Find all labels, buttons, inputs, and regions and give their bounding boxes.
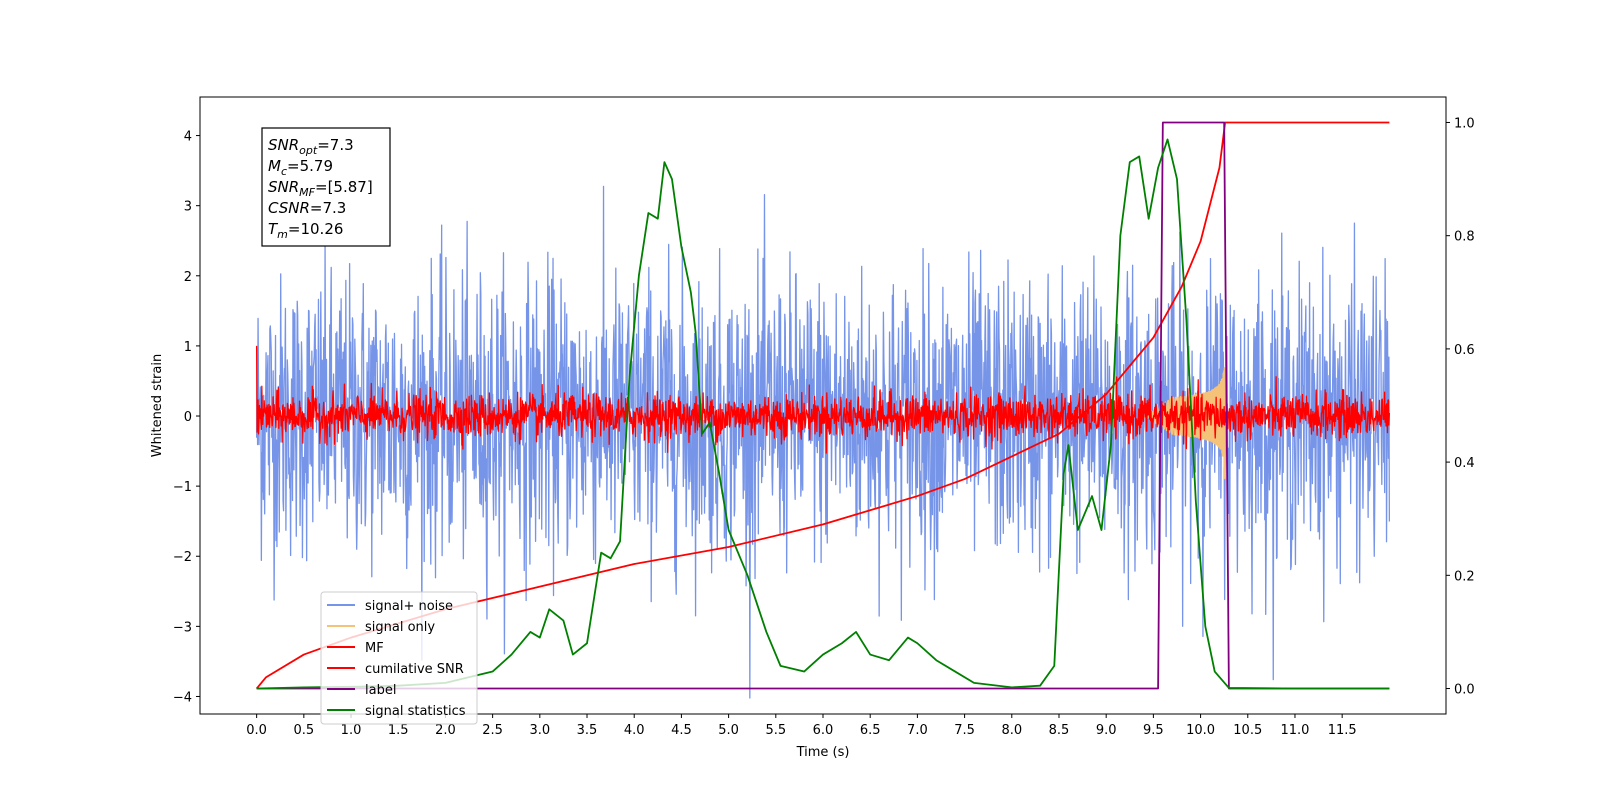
legend-frame (320, 591, 478, 725)
y-tick-label: −4 (173, 690, 192, 705)
legend-entry: label (365, 683, 396, 698)
y-axis-label: Whitened strain (150, 354, 165, 457)
annotation-line: Mc=5.79 (268, 157, 333, 178)
x-tick-label: 9.5 (1143, 723, 1164, 738)
y-tick-label: −2 (173, 550, 192, 565)
series-mf (255, 345, 1391, 454)
legend-entry: MF (365, 641, 384, 656)
x-tick-label: 11.5 (1328, 723, 1357, 738)
y-tick-label: 1 (184, 340, 192, 355)
legend-entry: signal statistics (365, 704, 466, 719)
y2-tick-label: 0.0 (1454, 683, 1475, 698)
x-tick-label: 3.5 (577, 723, 598, 738)
x-tick-label: 4.5 (671, 723, 692, 738)
x-tick-label: 2.0 (435, 723, 456, 738)
annotation-frame (261, 127, 391, 247)
x-tick-label: 0.0 (246, 723, 267, 738)
x-tick-label: 6.5 (860, 723, 881, 738)
y2-axis-ticks: 0.0 0.2 0.4 0.6 0.8 1.0 (1446, 116, 1475, 698)
y2-tick-label: 0.4 (1454, 456, 1475, 471)
x-tick-label: 9.0 (1096, 723, 1117, 738)
x-tick-label: 5.5 (765, 723, 786, 738)
y-tick-label: 4 (184, 130, 192, 145)
x-axis-label: Time (s) (796, 745, 850, 760)
y-axis-ticks: −4 −3 −2 −1 0 1 2 3 4 (173, 130, 200, 705)
legend: signal+ noise signal only MF cumilative SNR… (320, 591, 478, 725)
y-tick-label: 0 (184, 410, 192, 425)
series-signal-noise (255, 185, 1391, 699)
x-tick-label: 7.0 (907, 723, 928, 738)
y-tick-label: −1 (173, 480, 192, 495)
y-tick-label: −3 (173, 620, 192, 635)
y-tick-label: 2 (184, 270, 192, 285)
x-tick-label: 6.0 (813, 723, 834, 738)
x-tick-label: 11.0 (1280, 723, 1309, 738)
x-tick-label: 4.0 (624, 723, 645, 738)
x-axis-ticks: 0.0 0.5 1.0 1.5 2.0 2.5 3.0 3.5 4.0 4.5 5.0 5.5 6.0 6… (246, 714, 1357, 738)
annotation-line: Tm=10.26 (268, 220, 343, 241)
legend-entry: cumilative SNR (365, 662, 464, 677)
y2-tick-label: 0.6 (1454, 343, 1475, 358)
x-tick-label: 1.5 (388, 723, 409, 738)
x-tick-label: 1.0 (341, 723, 362, 738)
x-tick-label: 10.5 (1233, 723, 1262, 738)
legend-entry: signal+ noise (365, 599, 453, 614)
y2-tick-label: 0.2 (1454, 569, 1475, 584)
series-signal-statistics (256, 138, 1390, 690)
x-tick-label: 10.0 (1186, 723, 1215, 738)
y-tick-label: 3 (184, 200, 192, 215)
legend-entry: signal only (365, 620, 435, 635)
y2-tick-label: 0.8 (1454, 230, 1475, 245)
x-tick-label: 8.5 (1049, 723, 1070, 738)
x-tick-label: 3.0 (529, 723, 550, 738)
x-tick-label: 0.5 (293, 723, 314, 738)
x-tick-label: 7.5 (954, 723, 975, 738)
y2-tick-label: 1.0 (1454, 116, 1475, 131)
annotation-line: SNRopt=7.3 (268, 136, 354, 157)
x-tick-label: 5.0 (718, 723, 739, 738)
x-tick-label: 8.0 (1001, 723, 1022, 738)
annotation-line: CSNR=7.3 (268, 199, 346, 217)
annotation-line: SNRMF=[5.87] (268, 178, 373, 199)
x-tick-label: 2.5 (482, 723, 503, 738)
